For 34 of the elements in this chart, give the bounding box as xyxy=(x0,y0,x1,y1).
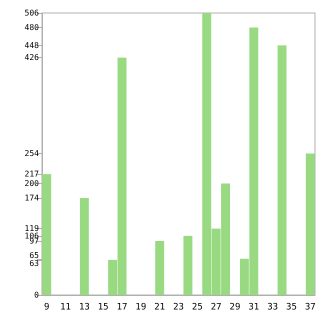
x-tick-label: 33 xyxy=(267,302,278,312)
y-tick-label: 0 xyxy=(34,290,40,300)
y-tick-label: 119 xyxy=(24,224,40,234)
x-tick-label: 27 xyxy=(210,302,222,312)
bar xyxy=(42,174,52,295)
y-tick-label: 426 xyxy=(24,53,40,62)
y-tick-label: 106 xyxy=(24,231,40,240)
y-tick-label: 254 xyxy=(24,148,40,158)
bar xyxy=(155,240,164,295)
x-tick-label: 21 xyxy=(154,302,166,312)
y-tick-label: 217 xyxy=(24,170,40,179)
y-tick-label: 174 xyxy=(24,194,40,203)
x-tick-label: 37 xyxy=(304,302,316,312)
bar xyxy=(183,236,192,295)
bar xyxy=(278,45,287,295)
x-tick-label: 29 xyxy=(230,302,240,312)
y-tick-label: 506 xyxy=(24,8,40,18)
x-tick-label: 31 xyxy=(248,302,260,312)
x-tick-label: 9 xyxy=(44,302,50,312)
y-tick-label: 65 xyxy=(29,250,40,260)
x-tick-label: 17 xyxy=(116,302,128,312)
x-tick-label: 11 xyxy=(60,302,71,312)
bar xyxy=(80,198,89,295)
x-tick-label: 13 xyxy=(78,302,90,312)
x-tick-label: 25 xyxy=(192,302,203,312)
x-tick-label: 23 xyxy=(173,302,184,312)
x-tick-label: 35 xyxy=(286,302,297,312)
bar xyxy=(306,153,315,295)
y-tick-label: 63 xyxy=(29,258,40,268)
y-tick-label: 200 xyxy=(24,179,40,188)
x-tick-label: 19 xyxy=(135,302,146,312)
y-tick-label: 480 xyxy=(24,22,40,32)
x-tick-label: 15 xyxy=(98,302,109,312)
y-tick-label: 448 xyxy=(24,40,40,50)
